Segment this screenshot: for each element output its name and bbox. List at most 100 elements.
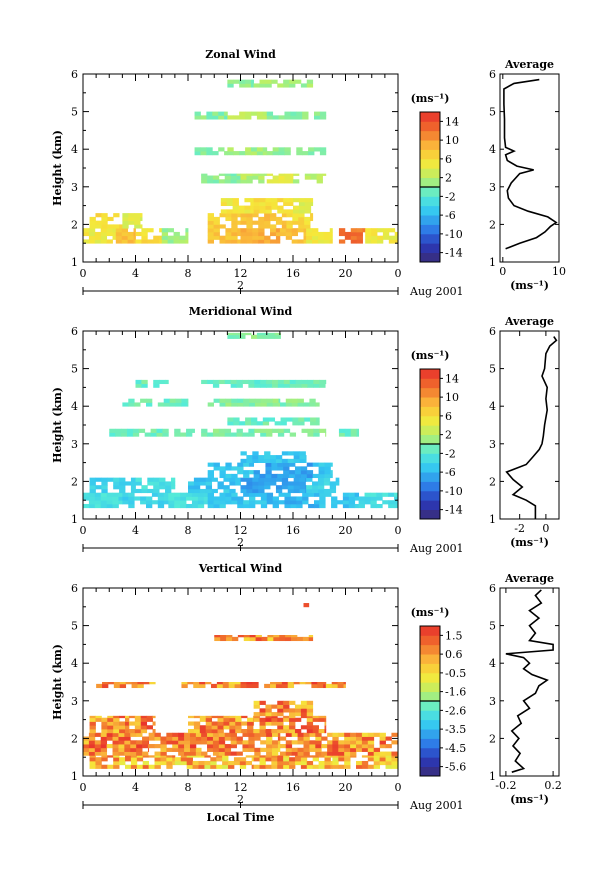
heatmap-cell: [300, 708, 308, 713]
heatmap-cell: [299, 485, 306, 490]
heatmap-cell: [230, 175, 237, 180]
heatmap-cell: [140, 216, 143, 222]
heatmap-cell: [89, 725, 96, 730]
heatmap-cell: [278, 402, 281, 407]
heatmap-cell: [279, 751, 287, 756]
colorbar-swatch: [420, 215, 440, 225]
heatmap-cell: [327, 747, 333, 752]
heatmap-cell: [118, 747, 125, 752]
heatmap-cell: [231, 466, 238, 471]
heatmap-cell: [308, 635, 314, 638]
heatmap-cell: [191, 503, 199, 509]
heatmap-cell: [210, 760, 217, 766]
y-tick-label: 5: [71, 363, 78, 376]
heatmap-cell: [89, 224, 96, 229]
heatmap-cell: [109, 428, 116, 433]
colorbar-tick-label: -14: [445, 247, 463, 260]
heatmap-cell: [283, 383, 291, 388]
heatmap-cell: [306, 488, 313, 494]
heatmap-cell: [125, 755, 132, 758]
average-y-tick-label: 5: [489, 363, 496, 376]
colorbar-swatch: [420, 158, 440, 169]
heatmap-cell: [219, 470, 226, 475]
heatmap-cell: [311, 682, 318, 685]
heatmap-cell: [330, 764, 333, 769]
heatmap-cell: [249, 470, 255, 475]
heatmap-cell: [107, 216, 114, 222]
heatmap-cell: [189, 751, 197, 756]
heatmap-cell: [330, 470, 333, 475]
heatmap-cell: [184, 744, 191, 749]
colorbar-tick-label: 0.6: [445, 648, 463, 661]
heatmap-cell: [199, 717, 207, 722]
heatmap-cell: [94, 500, 102, 505]
colorbar-tick-label: -4.5: [445, 742, 466, 755]
average-x-tick-label: 0: [542, 522, 549, 535]
heatmap-cell: [275, 488, 283, 494]
heatmap-cell: [293, 173, 300, 176]
heatmap-cell: [348, 503, 356, 509]
heatmap-cell: [283, 470, 290, 475]
average-y-tick-label: 1: [489, 513, 496, 526]
heatmap-cell: [121, 432, 128, 437]
average-y-tick-label: 2: [489, 732, 496, 745]
heatmap-cell: [157, 503, 165, 509]
heatmap-cell: [128, 729, 136, 734]
heatmap-cell: [83, 496, 90, 501]
heatmap-cell: [165, 485, 172, 490]
heatmap-cell: [312, 231, 319, 237]
date-day: 2: [237, 279, 244, 292]
x-tick-label: 12: [234, 781, 248, 794]
heatmap-cell: [277, 466, 284, 471]
heatmap-cell: [186, 496, 193, 501]
heatmap-cell: [271, 205, 278, 210]
heatmap-cell: [154, 736, 161, 741]
colorbar-swatch: [420, 233, 440, 244]
heatmap-cell: [324, 715, 327, 719]
heatmap-cell: [186, 757, 193, 762]
heatmap-cell: [186, 764, 193, 769]
heatmap-cell: [233, 421, 240, 426]
heatmap-cell: [323, 683, 327, 689]
heatmap-cell: [271, 198, 278, 203]
heatmap-cell: [379, 751, 386, 756]
average-title: Average: [504, 572, 554, 585]
heatmap-cell: [277, 708, 284, 713]
heatmap-cell: [294, 473, 302, 479]
heatmap-cell: [113, 755, 120, 758]
heatmap-cell: [113, 717, 120, 722]
heatmap-cell: [191, 500, 199, 505]
heatmap-cell: [237, 231, 241, 237]
heatmap-cell: [274, 332, 281, 336]
heatmap-cell: [100, 228, 108, 233]
heatmap-cell: [224, 175, 232, 180]
heatmap-cell: [318, 466, 325, 471]
heatmap-cell: [256, 151, 264, 156]
heatmap-cell: [95, 485, 102, 490]
heatmap-cell: [266, 492, 274, 497]
heatmap-cell: [213, 466, 220, 471]
heatmap-cell: [83, 239, 90, 244]
heatmap-cell: [264, 173, 268, 176]
heatmap-cell: [301, 379, 308, 385]
heatmap-cell: [246, 458, 253, 463]
heatmap-cell: [259, 760, 266, 766]
heatmap-cell: [185, 231, 189, 237]
heatmap-cell: [94, 503, 102, 509]
heatmap-cell: [344, 764, 351, 769]
heatmap-cell: [216, 755, 223, 758]
heatmap-cell: [219, 402, 226, 407]
heatmap-cell: [342, 496, 350, 501]
heatmap-cell: [237, 470, 244, 475]
average-y-tick-label: 2: [489, 218, 496, 231]
heatmap-cell: [200, 115, 207, 120]
heatmap-cell: [216, 683, 224, 689]
y-tick-label: 4: [71, 400, 78, 413]
colorbar-swatch: [420, 252, 440, 263]
heatmap-cell: [277, 198, 284, 203]
heatmap-cell: [271, 755, 278, 758]
heatmap-cell: [264, 216, 271, 222]
heatmap-cell: [331, 503, 338, 509]
heatmap-cell: [231, 636, 239, 642]
colorbar-tick-label: -0.5: [445, 667, 466, 680]
